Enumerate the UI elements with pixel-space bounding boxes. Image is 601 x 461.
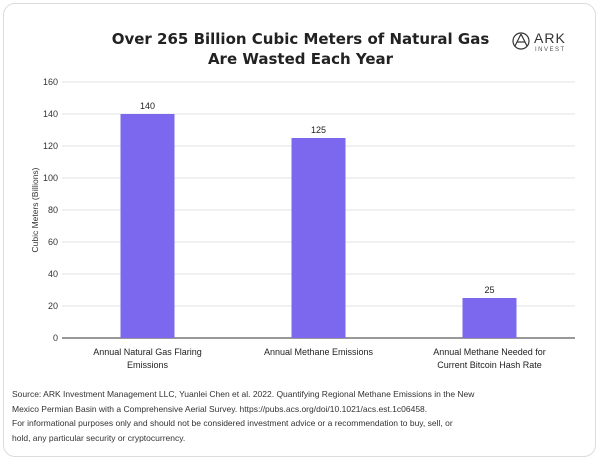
bar (462, 298, 517, 338)
logo-name: ARK (534, 30, 566, 46)
y-tick-label: 60 (48, 237, 58, 247)
chart-title-line1: Over 265 Billion Cubic Meters of Natural… (111, 30, 490, 48)
disclaimer-line-2: hold, any particular security or cryptoc… (12, 432, 186, 443)
y-tick-label: 80 (48, 205, 58, 215)
x-category-label: Annual Methane Needed for (433, 347, 546, 357)
source-line-1: Source: ARK Investment Management LLC, Y… (12, 389, 475, 399)
ark-logo: ARK INVEST (512, 30, 572, 60)
x-category-label: Annual Methane Emissions (264, 347, 374, 357)
x-category-label: Emissions (127, 360, 169, 370)
ark-logo-icon (512, 32, 530, 50)
y-tick-label: 20 (48, 301, 58, 311)
y-tick-label: 100 (43, 173, 58, 183)
bar-chart: 0 20 40 60 80 100 120 140 160 Cubic Meters (Billi… (30, 77, 575, 370)
data-label: 25 (484, 285, 494, 295)
y-tick-label: 0 (53, 333, 58, 343)
chart-title-line2: Are Wasted Each Year (207, 50, 394, 68)
bar (120, 114, 175, 338)
logo-subtitle: INVEST (535, 47, 566, 53)
y-tick-label: 140 (43, 109, 58, 119)
x-category-label: Annual Natural Gas Flaring (93, 347, 202, 357)
source-notes: Source: ARK Investment Management LLC, Y… (12, 387, 587, 445)
source-line-2: Mexico Permian Basin with a Comprehensiv… (12, 403, 428, 414)
x-category-label: Current Bitcoin Hash Rate (437, 360, 542, 370)
y-tick-label: 160 (43, 77, 58, 87)
bar (291, 138, 346, 338)
data-label: 125 (311, 125, 326, 135)
y-tick-label: 40 (48, 269, 58, 279)
disclaimer-line-1: For informational purposes only and shou… (12, 418, 453, 428)
data-label: 140 (140, 101, 155, 111)
y-tick-label: 120 (43, 141, 58, 151)
y-axis-label: Cubic Meters (Billions) (30, 167, 40, 252)
